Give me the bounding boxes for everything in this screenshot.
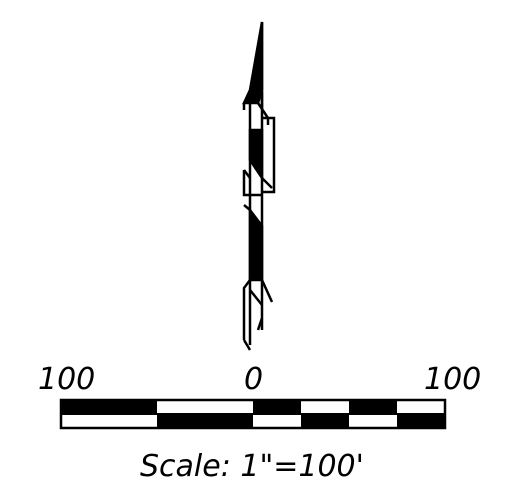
scale-bar	[59, 398, 447, 430]
scale-seg-top-1	[61, 400, 157, 414]
scale-label-center: 0	[244, 362, 263, 397]
arrow-block-1	[248, 128, 264, 183]
scale-seg-bottom-3	[253, 414, 301, 428]
scale-seg-top-3	[253, 400, 301, 414]
scale-caption: Scale: 1"=100'	[140, 449, 364, 484]
scale-seg-top-6	[397, 400, 445, 414]
scale-seg-bottom-5	[349, 414, 397, 428]
scale-seg-top-2	[157, 400, 253, 414]
north-arrow-icon	[242, 21, 276, 351]
scale-seg-bottom-2	[157, 414, 253, 428]
scale-label-right: 100	[424, 362, 481, 397]
scale-label-left: 100	[38, 362, 95, 397]
scale-seg-top-4	[301, 400, 349, 414]
arrow-head	[242, 21, 264, 105]
scale-seg-bottom-6	[397, 414, 445, 428]
scale-seg-bottom-1	[61, 414, 157, 428]
scale-seg-bottom-4	[301, 414, 349, 428]
arrow-block-2	[248, 206, 264, 282]
scale-seg-top-5	[349, 400, 397, 414]
